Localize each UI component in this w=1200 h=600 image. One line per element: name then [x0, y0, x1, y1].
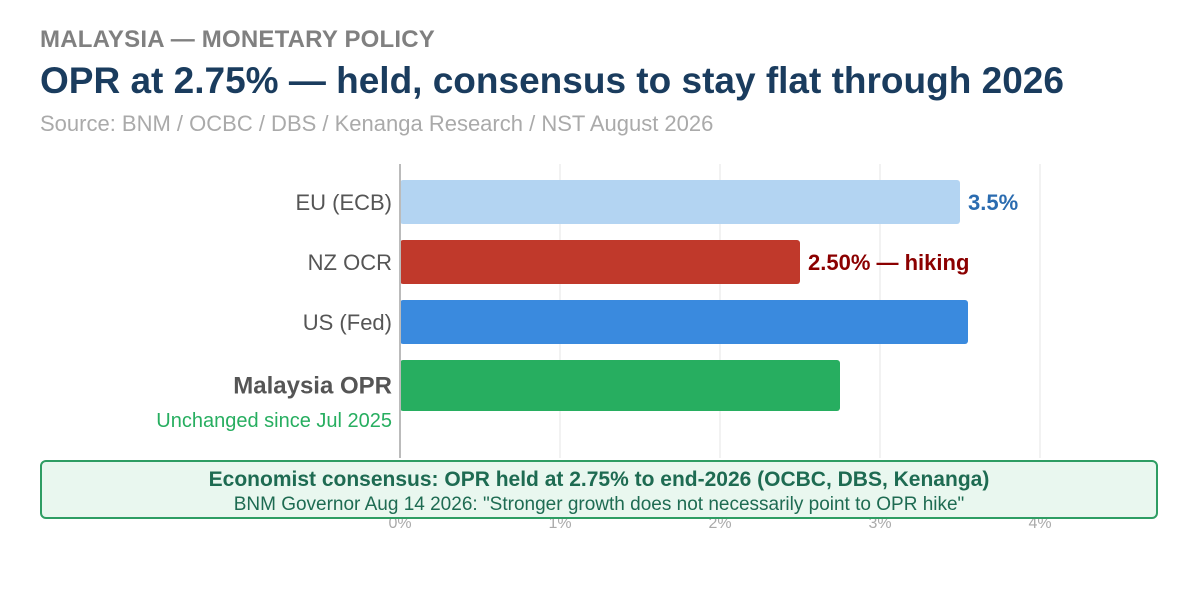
value-label: 2.50% — hiking — [808, 250, 969, 275]
x-tick-label: 1% — [548, 515, 571, 532]
consensus-callout: Economist consensus: OPR held at 2.75% t… — [40, 460, 1158, 519]
bar-malaysia-opr — [400, 360, 840, 411]
chart-kicker: MALAYSIA — MONETARY POLICY — [40, 26, 436, 53]
category-label: Malaysia OPR — [233, 373, 392, 400]
bar-eu-ecb — [400, 180, 960, 224]
x-tick-label: 0% — [388, 515, 411, 532]
callout-main-text: Economist consensus: OPR held at 2.75% t… — [208, 468, 990, 491]
bar-us-fed — [400, 300, 968, 344]
x-tick-label: 2% — [708, 515, 731, 532]
value-label: 3.5% — [968, 190, 1018, 215]
category-label: EU (ECB) — [295, 190, 392, 215]
category-label: US (Fed) — [303, 310, 392, 335]
chart-source: Source: BNM / OCBC / DBS / Kenanga Resea… — [40, 111, 714, 136]
x-tick-label: 3% — [868, 515, 891, 532]
bar-nz-ocr — [400, 240, 800, 284]
callout-sub-text: BNM Governor Aug 14 2026: "Stronger grow… — [233, 494, 965, 515]
chart-title: OPR at 2.75% — held, consensus to stay f… — [40, 60, 1064, 101]
category-note: Unchanged since Jul 2025 — [156, 410, 392, 432]
x-tick-label: 4% — [1028, 515, 1051, 532]
category-label: NZ OCR — [308, 250, 392, 275]
